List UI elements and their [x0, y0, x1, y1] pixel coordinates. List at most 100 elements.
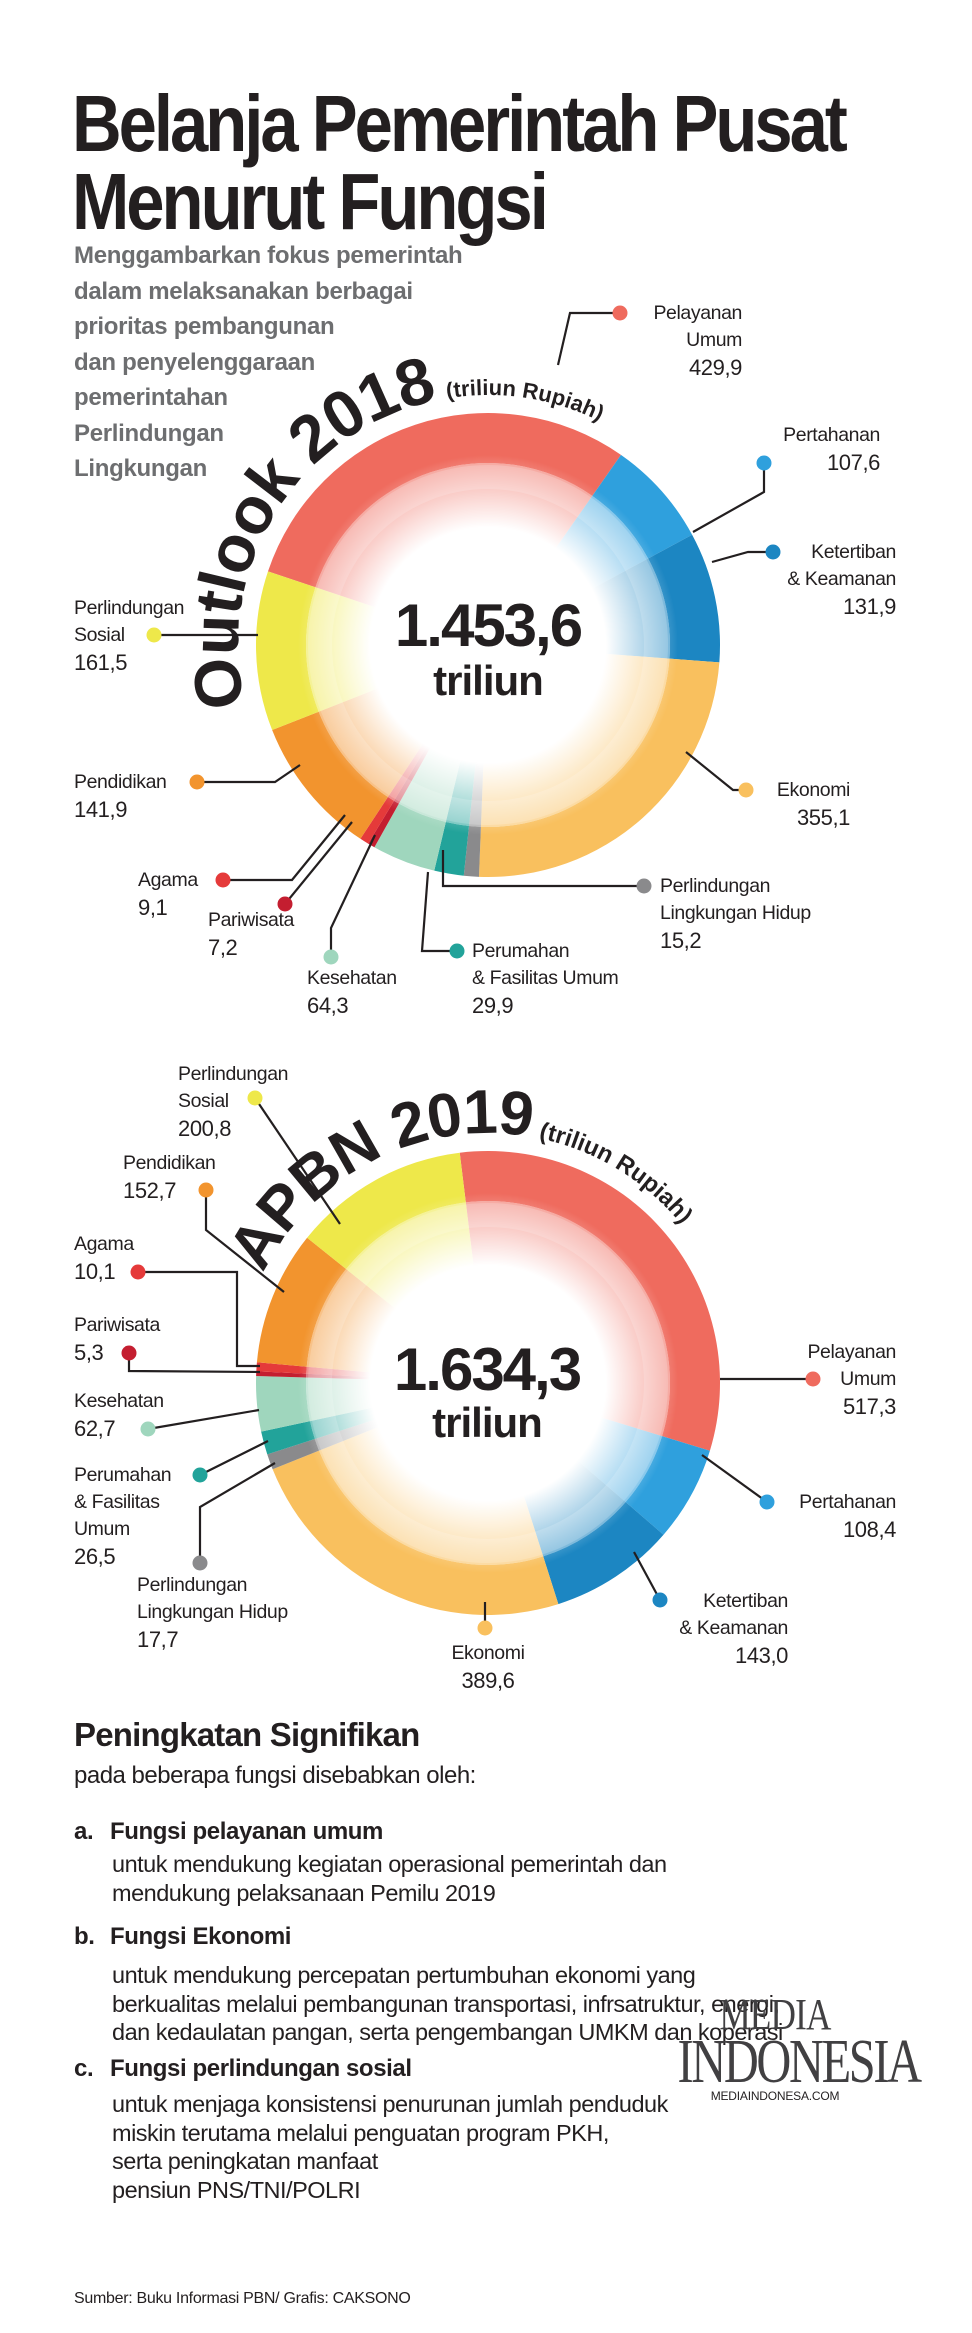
- finding-title: Fungsi Ekonomi: [110, 1923, 292, 1950]
- finding-a-body: untuk mendukung kegiatan operasional pem…: [112, 1850, 667, 1907]
- segment-name: Pendidikan: [123, 1152, 216, 1174]
- legend-dot-pendidikan: [189, 774, 205, 790]
- legend-dot-pendidikan: [198, 1182, 214, 1198]
- segment-label-perumahan-fasilitas-umum: Perumahan & Fasilitas Umum 29,9: [472, 938, 619, 1019]
- segment-name: Lingkungan Hidup: [137, 1601, 288, 1623]
- donut-segment-ketertiban-keamanan: [648, 534, 720, 663]
- leader-line-perumahan-fasilitas-umum: [199, 1440, 269, 1476]
- segment-value: 5,3: [74, 1340, 104, 1365]
- segment-name: Agama: [138, 869, 198, 891]
- donut-segment-pelayanan-umum: [267, 413, 621, 588]
- legend-dot-kesehatan: [140, 1421, 156, 1437]
- segment-label-pendidikan: Pendidikan 152,7: [123, 1150, 216, 1204]
- segment-name: & Keamanan: [679, 1617, 788, 1639]
- segment-value: 131,9: [842, 594, 896, 619]
- finding-body-line: miskin terutama melalui penguatan progra…: [112, 2119, 609, 2146]
- finding-b-title: b. Fungsi Ekonomi: [74, 1923, 291, 1951]
- segment-name: Ekonomi: [451, 1642, 525, 1664]
- donut-segment-pendidikan: [256, 1237, 347, 1367]
- segment-label-pelayanan-umum: Pelayanan Umum 517,3: [807, 1339, 896, 1420]
- segment-label-ekonomi: Ekonomi 389,6: [388, 1640, 588, 1694]
- segment-label-perlindungan-sosial: Perlindungan Sosial 200,8: [178, 1061, 289, 1142]
- finding-title: Fungsi pelayanan umum: [110, 1818, 383, 1845]
- segment-label-agama: Agama 9,1: [138, 867, 198, 921]
- segment-name: Pendidikan: [74, 771, 167, 793]
- finding-body-line: pensiun PNS/TNI/POLRI: [112, 2176, 361, 2203]
- donut-center-fade: [298, 455, 678, 835]
- donut-segment-agama: [256, 1362, 307, 1374]
- segment-label-agama: Agama 10,1: [74, 1231, 134, 1285]
- segment-value: 161,5: [74, 650, 128, 675]
- leader-line-agama: [138, 1270, 260, 1368]
- segment-label-ketertiban-keamanan: Ketertiban & Keamanan 131,9: [787, 539, 896, 620]
- legend-dot-ketertiban-keamanan: [765, 544, 781, 560]
- page-title-line1: Belanja Pemerintah Pusat: [72, 79, 848, 168]
- segment-name: Perumahan: [472, 940, 570, 962]
- legend-dot-agama: [130, 1264, 146, 1280]
- segment-name: Pertahanan: [783, 424, 880, 446]
- segment-name: Perlindungan: [660, 875, 771, 897]
- donut-segment-perumahan-fasilitas-umum: [261, 1421, 315, 1455]
- segment-name: Lingkungan Hidup: [660, 902, 811, 924]
- apbn-2019-donut: [255, 1150, 720, 1615]
- donut-segment-pendidikan: [272, 711, 388, 839]
- segment-label-pariwisata: Pariwisata 7,2: [208, 907, 294, 961]
- segment-value: 17,7: [137, 1627, 179, 1652]
- segment-value: 62,7: [74, 1416, 116, 1441]
- legend-dot-kesehatan: [323, 949, 339, 965]
- finding-c-title: c. Fungsi perlindungan sosial: [74, 2055, 412, 2083]
- segment-name: Sosial: [74, 624, 125, 646]
- segment-label-pariwisata: Pariwisata 5,3: [74, 1312, 160, 1366]
- segment-value: 107,6: [826, 450, 880, 475]
- page-title-line2: Menurut Fungsi: [72, 157, 549, 246]
- segment-name: Pelayanan: [653, 302, 742, 324]
- legend-dot-perlindungan-sosial: [247, 1090, 263, 1106]
- donut-segment-ekonomi: [272, 1450, 559, 1615]
- segment-name: Pariwisata: [208, 909, 294, 931]
- apbn-2019-total: 1.634,3: [393, 1336, 582, 1403]
- legend-dot-perumahan-fasilitas-umum: [192, 1467, 208, 1483]
- donut-center-fade: [298, 1193, 678, 1573]
- segment-value: 429,9: [688, 355, 742, 380]
- donut-segment-pertahanan: [625, 1436, 710, 1535]
- leader-line-perumahan-fasilitas-umum: [420, 871, 457, 953]
- legend-dot-ekonomi: [477, 1620, 493, 1636]
- finding-body-line: untuk mendukung percepatan pertumbuhan e…: [112, 1962, 696, 1988]
- segment-name: Pariwisata: [74, 1314, 160, 1336]
- segment-name: Umum: [840, 1368, 896, 1390]
- leader-line-ketertiban-keamanan: [711, 550, 773, 564]
- segment-label-kesehatan: Kesehatan 62,7: [74, 1388, 164, 1442]
- legend-dot-perlindungan-sosial: [146, 627, 162, 643]
- segment-label-perlindungan-lingkungan-hidup: Perlindungan Lingkungan Hidup 17,7: [137, 1572, 288, 1653]
- segment-name: Agama: [74, 1233, 134, 1255]
- donut-segment-pertahanan: [592, 454, 693, 559]
- legend-dot-pariwisata: [121, 1345, 137, 1361]
- finding-body-line: berkualitas melalui pembangunan transpor…: [112, 1990, 780, 2017]
- segment-name: & Fasilitas Umum: [472, 967, 619, 989]
- segment-value: 143,0: [734, 1643, 788, 1668]
- segment-value: 29,9: [472, 993, 514, 1018]
- segment-name: Perlindungan: [178, 1063, 289, 1085]
- subtitle-line: Lingkungan: [74, 455, 207, 482]
- segment-value: 389,6: [461, 1668, 515, 1693]
- finding-letter: b.: [74, 1923, 95, 1950]
- findings-heading: Peningkatan Signifikan: [74, 1716, 420, 1753]
- leader-line-ekonomi: [685, 751, 746, 792]
- segment-name: Sosial: [178, 1090, 229, 1112]
- legend-dot-pertahanan: [756, 455, 772, 471]
- segment-name: Umum: [74, 1518, 130, 1540]
- leader-line-pendidikan: [204, 1190, 285, 1293]
- leader-line-perlindungan-lingkungan-hidup: [441, 850, 644, 888]
- segment-name: & Fasilitas: [74, 1491, 160, 1513]
- legend-dot-perumahan-fasilitas-umum: [449, 943, 465, 959]
- subtitle-line: dalam melaksanakan berbagai: [74, 277, 413, 305]
- findings-intro: pada beberapa fungsi disebabkan oleh:: [74, 1762, 476, 1789]
- segment-label-perlindungan-lingkungan-hidup: Perlindungan Lingkungan Hidup 15,2: [660, 873, 811, 954]
- finding-body-line: serta peningkatan manfaat: [112, 2148, 378, 2174]
- donut-segment-pelayanan-umum: [459, 1150, 720, 1451]
- leader-line-pertahanan: [701, 1454, 768, 1503]
- outlook-2018-donut: [256, 413, 720, 877]
- segment-value: 517,3: [842, 1394, 896, 1419]
- apbn-2019-total-unit: triliun: [432, 1399, 543, 1446]
